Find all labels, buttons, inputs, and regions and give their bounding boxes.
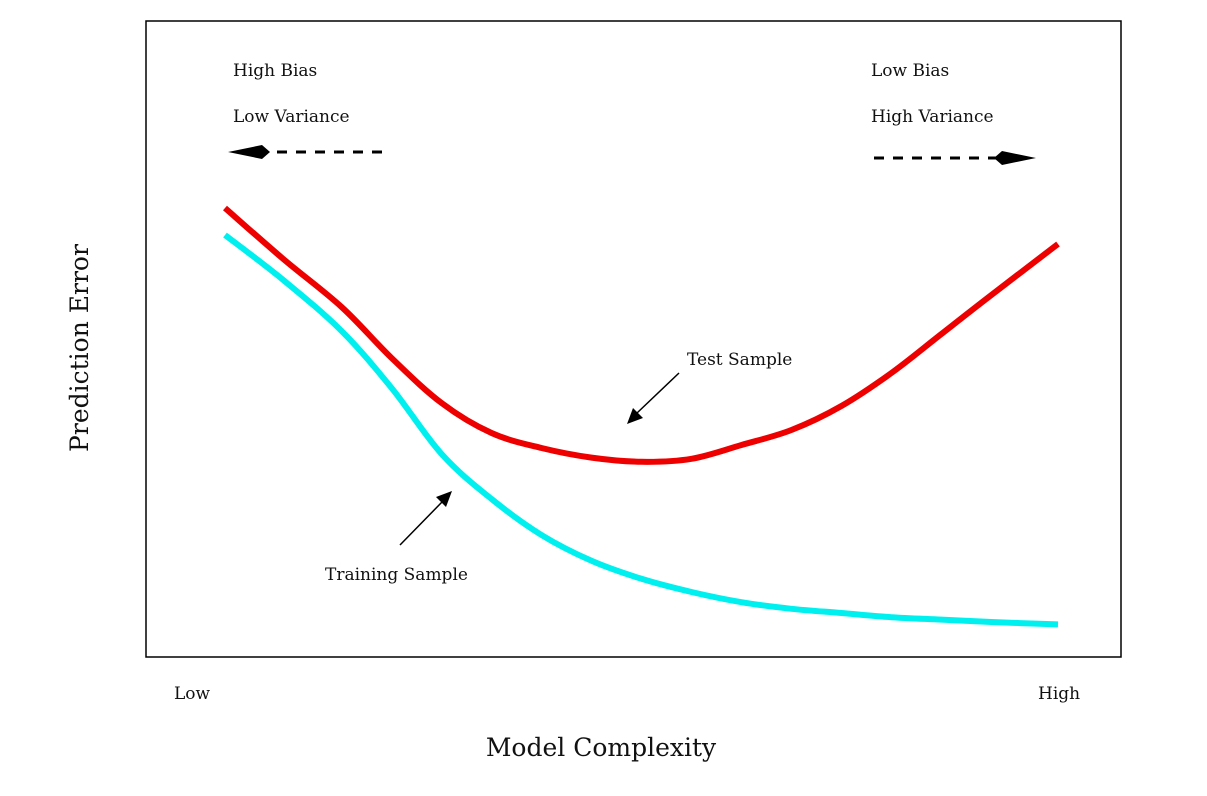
left-arrowhead (228, 145, 270, 159)
x-tick-low: Low (174, 684, 211, 704)
high-variance-label: High Variance (871, 107, 994, 127)
training-sample-line (223, 232, 1059, 628)
high-bias-label: High Bias (233, 61, 317, 81)
y-axis-label: Prediction Error (65, 244, 94, 452)
x-tick-high: High (1038, 684, 1080, 704)
test-sample-arrowhead (627, 408, 643, 424)
plot-frame (145, 20, 1122, 658)
right-arrowhead (994, 151, 1036, 165)
x-axis-label: Model Complexity (486, 733, 717, 762)
test-sample-label: Test Sample (687, 350, 792, 370)
training-sample-pointer (399, 501, 443, 546)
low-variance-label: Low Variance (233, 107, 350, 127)
training-sample-arrowhead (436, 491, 452, 507)
test-sample-line (223, 205, 1060, 465)
training-sample-label: Training Sample (325, 565, 468, 585)
low-bias-label: Low Bias (871, 61, 949, 81)
test-sample-pointer (636, 372, 680, 414)
